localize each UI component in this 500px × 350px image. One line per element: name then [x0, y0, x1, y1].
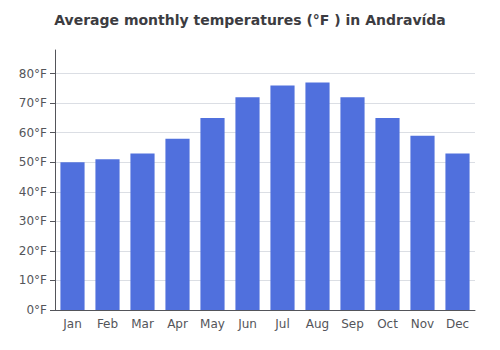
svg-text:Jun: Jun [237, 317, 257, 331]
svg-text:20°F: 20°F [19, 244, 47, 258]
svg-text:Feb: Feb [97, 317, 118, 331]
svg-text:50°F: 50°F [19, 155, 47, 169]
svg-text:0°F: 0°F [26, 303, 47, 317]
svg-text:60°F: 60°F [19, 126, 47, 140]
svg-text:May: May [200, 317, 225, 331]
svg-text:Aug: Aug [306, 317, 329, 331]
svg-text:Jan: Jan [62, 317, 82, 331]
svg-text:Apr: Apr [167, 317, 188, 331]
svg-text:Mar: Mar [131, 317, 154, 331]
svg-text:Oct: Oct [377, 317, 398, 331]
svg-text:70°F: 70°F [19, 96, 47, 110]
svg-text:10°F: 10°F [19, 273, 47, 287]
svg-text:80°F: 80°F [19, 67, 47, 81]
svg-text:Sep: Sep [341, 317, 364, 331]
svg-text:Average monthly temperatures (: Average monthly temperatures (°F ) in An… [54, 12, 446, 28]
svg-text:30°F: 30°F [19, 214, 47, 228]
svg-text:Dec: Dec [446, 317, 469, 331]
svg-text:40°F: 40°F [19, 185, 47, 199]
svg-text:Nov: Nov [411, 317, 434, 331]
svg-text:Jul: Jul [274, 317, 289, 331]
